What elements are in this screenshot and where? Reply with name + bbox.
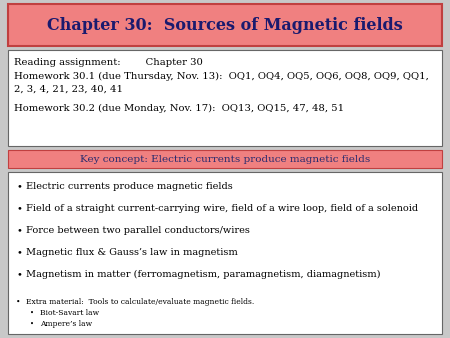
Text: Extra material:  Tools to calculate/evaluate magnetic fields.: Extra material: Tools to calculate/evalu… [26,298,254,306]
Text: •: • [30,320,34,328]
Text: Force between two parallel conductors/wires: Force between two parallel conductors/wi… [26,226,250,235]
Text: Ampere’s law: Ampere’s law [40,320,92,328]
Text: Magnetic flux & Gauss’s law in magnetism: Magnetic flux & Gauss’s law in magnetism [26,248,238,257]
Text: •: • [16,182,22,191]
Text: Field of a straight current-carrying wire, field of a wire loop, field of a sole: Field of a straight current-carrying wir… [26,204,418,213]
Text: Reading assignment:        Chapter 30: Reading assignment: Chapter 30 [14,58,203,67]
Text: Magnetism in matter (ferromagnetism, paramagnetism, diamagnetism): Magnetism in matter (ferromagnetism, par… [26,270,381,279]
Text: Chapter 30:  Sources of Magnetic fields: Chapter 30: Sources of Magnetic fields [47,17,403,33]
FancyBboxPatch shape [8,172,442,334]
Text: •: • [16,204,22,213]
Text: Homework 30.2 (due Monday, Nov. 17):  OQ13, OQ15, 47, 48, 51: Homework 30.2 (due Monday, Nov. 17): OQ1… [14,104,344,113]
FancyBboxPatch shape [8,4,442,46]
Text: •: • [16,298,21,306]
Text: •: • [16,226,22,235]
FancyBboxPatch shape [8,50,442,146]
FancyBboxPatch shape [8,150,442,168]
Text: Key concept: Electric currents produce magnetic fields: Key concept: Electric currents produce m… [80,154,370,164]
Text: •: • [16,270,22,279]
Text: Homework 30.1 (due Thursday, Nov. 13):  OQ1, OQ4, OQ5, OQ6, OQ8, OQ9, QQ1,
2, 3,: Homework 30.1 (due Thursday, Nov. 13): O… [14,72,429,94]
Text: Electric currents produce magnetic fields: Electric currents produce magnetic field… [26,182,233,191]
Text: •: • [16,248,22,257]
Text: Biot-Savart law: Biot-Savart law [40,309,99,317]
Text: •: • [30,309,34,317]
